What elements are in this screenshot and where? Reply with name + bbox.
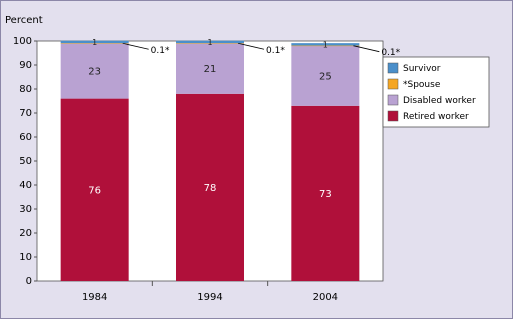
value-label: 0.1* (381, 48, 400, 58)
leader-line (237, 42, 265, 50)
bar-segment (176, 40, 244, 44)
legend-label: *Spouse (403, 80, 441, 90)
value-label: 78 (204, 183, 217, 194)
value-label: 25 (319, 71, 332, 82)
value-label: 1 (92, 38, 97, 47)
bar-segment (60, 98, 129, 281)
bar-segment (291, 43, 360, 46)
value-label: 21 (204, 64, 217, 75)
value-label: 1 (207, 38, 212, 47)
y-tick-label: 10 (19, 252, 32, 263)
value-label: 73 (319, 189, 332, 200)
legend-box (382, 56, 490, 128)
value-label: 0.1* (266, 46, 285, 56)
y-tick-label: 40 (19, 180, 32, 191)
y-axis-label: Percent (5, 15, 43, 26)
legend-swatch (387, 78, 399, 90)
y-tick-label: 90 (19, 60, 32, 71)
bar-segment (291, 105, 360, 281)
x-tick-label: 1984 (82, 292, 107, 303)
legend-label: Retired worker (403, 112, 469, 122)
legend-label: Survivor (403, 64, 441, 74)
x-tick-label: 2004 (313, 292, 338, 303)
y-tick-label: 0 (26, 276, 32, 287)
leader-line (353, 45, 380, 53)
legend-swatch (387, 94, 399, 106)
legend-label: Disabled worker (403, 96, 476, 106)
y-tick-label: 100 (13, 36, 32, 47)
leader-line (122, 42, 149, 50)
x-tick-label: 1994 (197, 292, 222, 303)
y-tick-label: 50 (19, 156, 32, 167)
value-label: 23 (88, 67, 101, 78)
bar-segment (291, 45, 360, 106)
bar-segment (60, 40, 129, 44)
y-tick-label: 20 (19, 228, 32, 239)
bar-segment (291, 45, 360, 47)
bar-segment (176, 93, 244, 281)
y-tick-label: 80 (19, 84, 32, 95)
bar-segment (60, 43, 129, 99)
value-label: 1 (323, 40, 328, 49)
bar-segment (176, 43, 244, 44)
y-tick-label: 70 (19, 108, 32, 119)
bar-segment (176, 43, 244, 94)
bar-segment (60, 43, 129, 44)
value-label: 0.1* (151, 46, 170, 56)
y-tick-label: 60 (19, 132, 32, 143)
legend-swatch (387, 110, 399, 122)
value-label: 76 (88, 185, 101, 196)
y-tick-label: 30 (19, 204, 32, 215)
legend-swatch (387, 62, 399, 74)
